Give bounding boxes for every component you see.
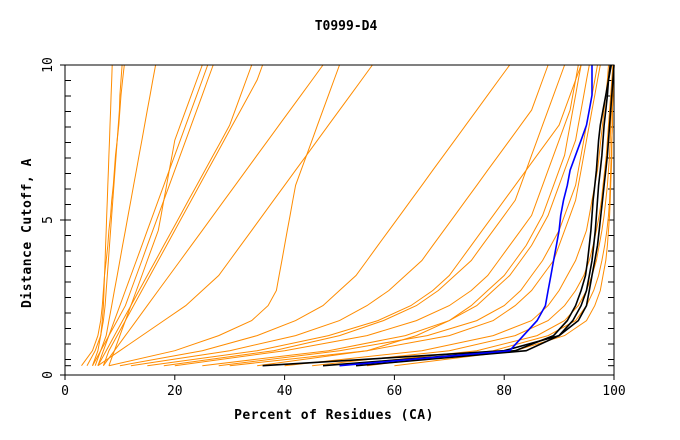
axis-ticks: 0 20 40 60 80 100 0 5 10 [41,57,626,399]
series-line-model-14 [130,64,549,367]
series-line-model-30 [339,65,593,367]
series-line-model-03 [92,64,113,366]
y-tick-label-10: 10 [41,57,56,73]
series-line-model-07 [102,64,264,366]
x-tick-label-40: 40 [277,384,293,399]
series-line-model-19 [284,64,609,367]
series-line-model-05 [97,64,209,366]
series-line-model-08 [92,64,214,366]
x-tick-label-60: 60 [387,384,403,399]
x-tick-label-0: 0 [61,384,69,399]
series-line-model-25 [366,64,614,367]
series-line-model-11 [97,64,373,367]
series-line-model-06 [97,64,253,366]
series-line-model-02 [86,64,123,366]
series-line-model-22 [257,64,582,367]
series-line-model-12 [108,64,340,367]
series-line-model-10 [102,64,324,366]
x-tick-label-80: 80 [496,384,512,399]
y-axis-label: Distance Cutoff, A [20,158,35,308]
series-line-model-17 [202,64,590,367]
series-lines [81,64,615,367]
series-line-model-09 [108,64,203,366]
series-line-model-28 [322,64,613,367]
x-tick-label-100: 100 [602,384,625,399]
chart-title: T0999-D4 [315,19,378,34]
series-line-model-18 [229,64,601,367]
series-line-model-26 [218,64,598,367]
series-line-model-23 [163,64,566,367]
y-tick-label-5: 5 [41,216,56,224]
series-line-model-04 [94,64,157,366]
series-line-model-27 [262,64,615,367]
x-tick-label-20: 20 [167,384,183,399]
y-tick-label-0: 0 [41,371,56,379]
series-line-model-24 [312,64,614,367]
series-line-model-15 [147,64,582,367]
series-line-model-29 [355,64,611,367]
series-line-model-13 [119,64,511,367]
x-axis-label: Percent of Residues (CA) [234,408,434,423]
series-line-model-16 [174,64,579,367]
